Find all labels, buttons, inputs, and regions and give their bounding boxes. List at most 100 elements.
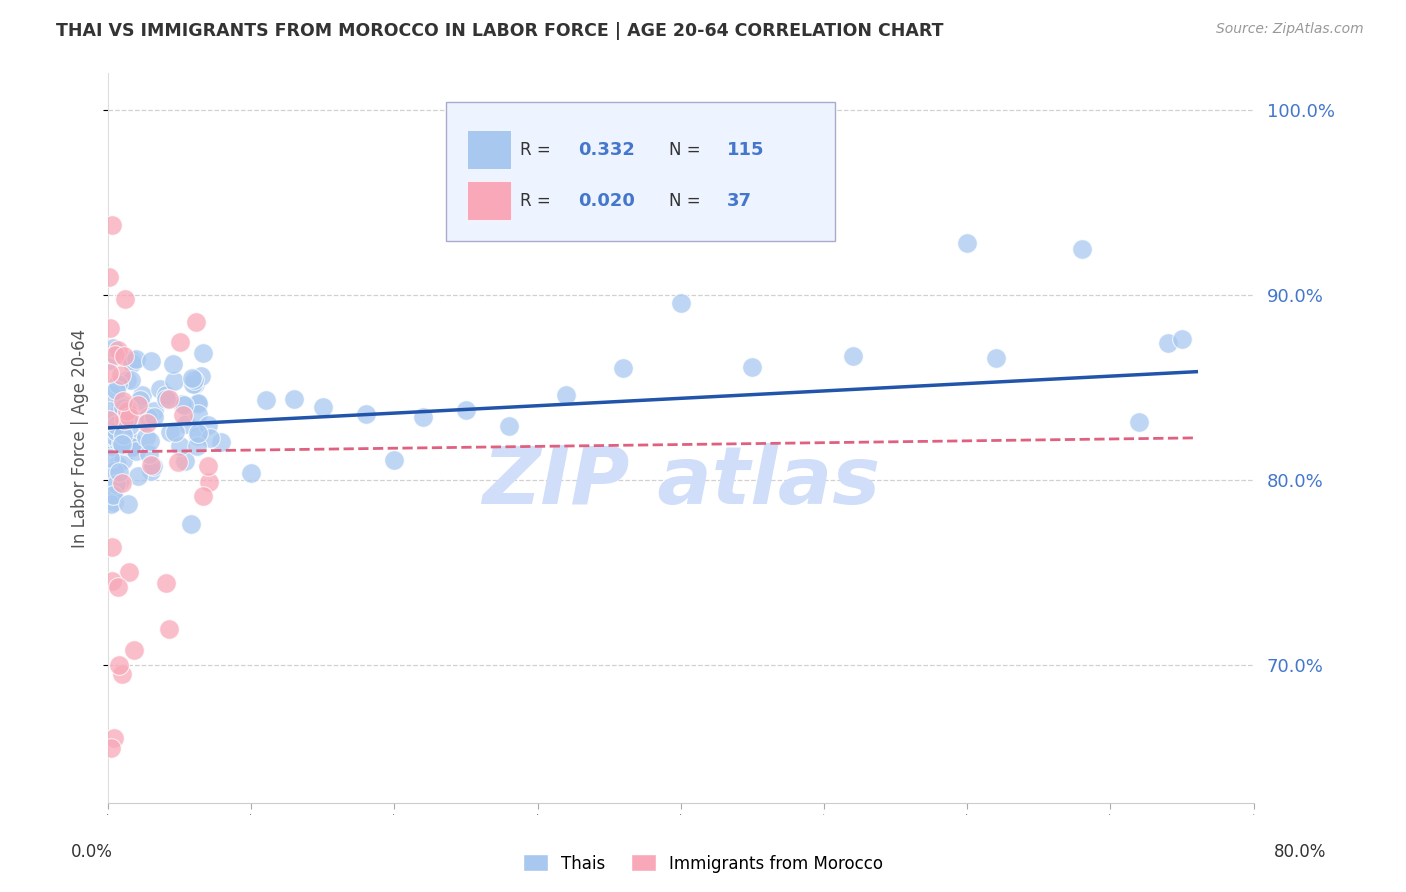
Point [112,428,135,442]
Point [108,465,131,479]
Point [101,574,124,589]
Point [498,418,520,433]
Point [118,409,141,424]
Point [142,409,165,424]
Point [105,414,128,428]
Point [117,565,139,579]
Point [107,435,129,450]
Point [112,349,135,363]
Point [169,439,191,453]
Point [157,622,180,636]
Point [956,235,979,250]
Point [197,475,219,489]
Point [98,422,121,436]
Point [155,576,177,591]
Text: THAI VS IMMIGRANTS FROM MOROCCO IN LABOR FORCE | AGE 20-64 CORRELATION CHART: THAI VS IMMIGRANTS FROM MOROCCO IN LABOR… [56,22,943,40]
Point [103,731,125,746]
Point [101,342,124,356]
Point [186,439,208,453]
Point [127,469,149,483]
Point [108,657,131,672]
Point [197,418,219,433]
Point [1156,336,1178,351]
Point [187,429,209,443]
Point [98,352,121,367]
Point [115,373,138,387]
Point [115,404,138,418]
Point [121,356,143,370]
Point [100,387,122,401]
Point [104,476,127,491]
Point [97,413,120,427]
Point [354,407,377,421]
Point [103,348,125,362]
Y-axis label: In Labor Force | Age 20-64: In Labor Force | Age 20-64 [72,328,89,548]
Text: 0.332: 0.332 [578,141,634,159]
Point [1070,242,1092,256]
Point [101,426,124,441]
Point [141,458,163,472]
Point [741,360,763,375]
Point [101,487,124,501]
Point [97,366,120,380]
Point [135,417,157,431]
Point [117,411,139,425]
Point [1128,416,1150,430]
Point [183,373,205,387]
Point [200,431,222,445]
Point [101,426,124,441]
Point [105,384,128,398]
Point [136,409,159,424]
Point [612,360,634,375]
Text: 115: 115 [727,141,763,159]
Point [103,488,125,502]
Point [107,580,129,594]
Point [172,397,194,411]
Point [139,434,162,449]
Point [180,517,202,532]
Point [112,438,135,452]
Point [157,392,180,406]
Point [114,292,136,306]
Text: R =: R = [520,192,551,210]
Point [110,435,132,450]
Point [240,466,263,480]
Point [191,489,214,503]
Point [111,437,134,451]
Point [183,377,205,392]
Point [120,440,142,454]
Point [209,434,232,449]
Point [105,424,128,438]
Point [143,404,166,418]
Point [184,377,207,392]
Point [100,497,122,511]
Point [107,343,129,358]
Point [111,453,134,467]
Point [173,454,195,468]
Point [139,353,162,368]
Point [103,440,125,454]
Point [100,541,122,555]
Point [114,409,136,423]
Point [128,392,150,407]
Point [138,447,160,461]
Point [112,401,135,416]
Point [125,352,148,367]
Point [112,412,135,426]
Point [115,401,138,415]
Point [163,374,186,388]
Point [841,349,863,363]
Point [121,374,143,388]
Point [191,346,214,360]
Point [121,440,143,454]
Point [412,409,434,424]
Point [555,388,578,402]
Point [190,369,212,384]
Point [105,458,128,472]
Point [125,444,148,458]
Point [98,417,121,432]
Point [155,388,177,402]
Point [186,314,208,328]
Point [254,392,277,407]
Point [111,408,134,422]
